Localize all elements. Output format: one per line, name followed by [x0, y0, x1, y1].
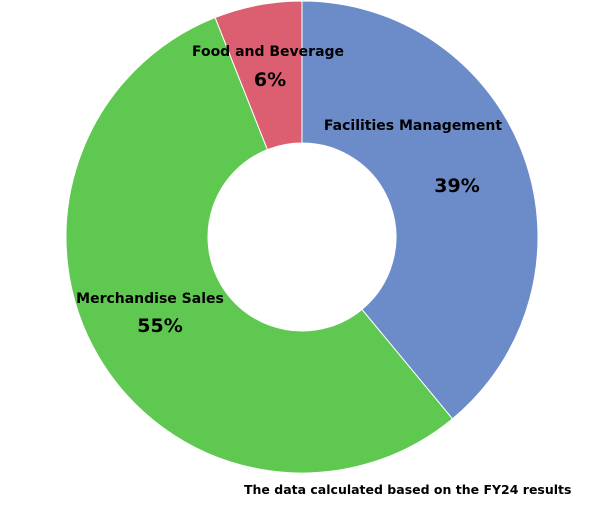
slice-label-food-and-beverage: Food and Beverage	[192, 44, 344, 60]
footnote: The data calculated based on the FY24 re…	[244, 482, 572, 497]
slice-value-food-and-beverage: 6%	[254, 69, 286, 91]
labels-group: Facilities Management 39% Merchandise Sale…	[76, 44, 502, 337]
slice-value-merchandise-sales: 55%	[137, 315, 182, 337]
slice-value-facilities-management: 39%	[434, 175, 479, 197]
slice-label-merchandise-sales: Merchandise Sales	[76, 291, 224, 307]
slice-merchandise-sales	[65, 16, 454, 474]
slice-label-facilities-management: Facilities Management	[324, 118, 502, 134]
slice-food-and-beverage	[214, 0, 303, 151]
slice-facilities-management	[301, 0, 539, 420]
slices-group	[65, 0, 539, 474]
